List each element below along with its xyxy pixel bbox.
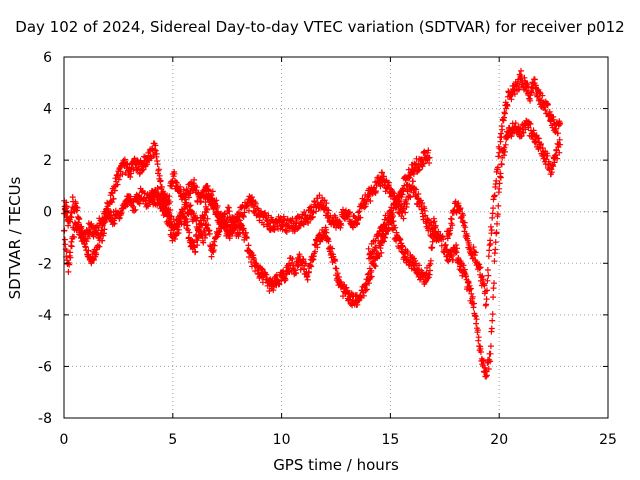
x-tick-label: 10 bbox=[273, 432, 291, 448]
x-tick-label: 0 bbox=[60, 432, 69, 448]
x-tick-label: 25 bbox=[599, 432, 617, 448]
y-tick-label: -2 bbox=[38, 256, 52, 272]
axis-layer: 0 5 10 15 20 25 -8 -6 -4 -2 0 2 4 6 bbox=[38, 50, 617, 448]
grid-layer bbox=[64, 57, 608, 418]
y-tick-label: 6 bbox=[43, 50, 52, 66]
y-tick-label: 2 bbox=[43, 153, 52, 169]
data-point-markers bbox=[61, 67, 564, 380]
chart-title: Day 102 of 2024, Sidereal Day-to-day VTE… bbox=[15, 18, 625, 36]
y-tick-label: 4 bbox=[43, 102, 52, 118]
x-tick-label: 20 bbox=[490, 432, 508, 448]
x-tick-label: 5 bbox=[168, 432, 177, 448]
y-tick-label: -6 bbox=[38, 359, 52, 375]
y-tick-label: -4 bbox=[38, 308, 52, 324]
y-tick-label: -8 bbox=[38, 411, 52, 427]
y-axis-label: SDTVAR / TECUs bbox=[6, 176, 24, 300]
data-points-layer bbox=[61, 67, 564, 380]
plot-border bbox=[63, 56, 609, 419]
y-tick-label: 0 bbox=[43, 205, 52, 221]
x-axis-label: GPS time / hours bbox=[273, 456, 399, 474]
x-tick-label: 15 bbox=[381, 432, 399, 448]
